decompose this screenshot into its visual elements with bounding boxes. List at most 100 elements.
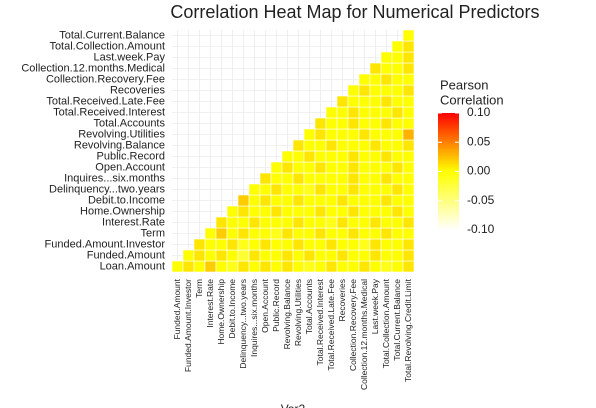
heat-cell: [369, 139, 382, 152]
heat-cell: [369, 150, 382, 163]
heat-cell: [391, 117, 404, 130]
heat-cell: [270, 260, 283, 273]
heat-cell: [347, 139, 360, 152]
heat-cell: [369, 62, 382, 75]
heat-cell: [358, 205, 371, 218]
heat-cell: [248, 249, 261, 262]
heat-cell: [303, 161, 316, 174]
heat-cell: [292, 150, 305, 163]
heat-cell: [336, 205, 349, 218]
heat-cell: [259, 227, 272, 240]
heat-cell: [259, 194, 272, 207]
heat-cell: [347, 106, 360, 119]
heat-cell: [336, 106, 349, 119]
heat-cell: [369, 216, 382, 229]
heat-cell: [391, 139, 404, 152]
heat-cell: [303, 227, 316, 240]
heat-cell: [347, 128, 360, 141]
heat-cell: [325, 227, 338, 240]
heat-cell: [248, 260, 261, 273]
heat-cell: [380, 183, 393, 196]
heat-cell: [215, 216, 228, 229]
heat-cell: [347, 227, 360, 240]
heat-cell: [402, 84, 415, 97]
heat-cell: [292, 260, 305, 273]
y-tick-label: Total.Accounts: [93, 117, 165, 129]
heat-cell: [336, 194, 349, 207]
heat-cell: [380, 161, 393, 174]
heat-cell: [281, 227, 294, 240]
heat-cell: [347, 161, 360, 174]
heat-cell: [182, 260, 195, 273]
heat-cell: [369, 106, 382, 119]
heat-cell: [369, 84, 382, 97]
y-tick-label: Delinquency...two.years: [49, 183, 165, 195]
x-tick-label: Recoveries: [337, 279, 347, 322]
x-tick-label: Total.Accounts: [304, 279, 314, 334]
x-tick-label: Public.Record: [271, 279, 281, 332]
heat-cell: [336, 249, 349, 262]
heat-cell: [270, 205, 283, 218]
heat-cell: [369, 194, 382, 207]
heat-cell: [292, 161, 305, 174]
heat-cell: [237, 238, 250, 251]
heat-cell: [358, 73, 371, 86]
heat-cell: [402, 29, 415, 42]
y-tick-label: Home.Ownership: [80, 205, 165, 217]
heat-cell: [182, 249, 195, 262]
heat-cell: [347, 205, 360, 218]
heat-cell: [259, 238, 272, 251]
heat-cell: [391, 183, 404, 196]
y-tick-label: Debit.to.Income: [88, 194, 165, 206]
heat-cell: [215, 238, 228, 251]
y-tick-label: Revolving.Utilities: [78, 128, 165, 140]
heat-cell: [292, 194, 305, 207]
heat-cell: [325, 139, 338, 152]
heat-cell: [336, 183, 349, 196]
y-tick-label: Inquires...six.months: [64, 172, 165, 184]
heat-cell: [303, 205, 316, 218]
heat-cell: [303, 150, 316, 163]
heat-cell: [369, 73, 382, 86]
heat-cell: [391, 95, 404, 108]
heat-cell: [270, 161, 283, 174]
heat-cell: [270, 216, 283, 229]
heat-cell: [292, 183, 305, 196]
heat-cell: [402, 139, 415, 152]
heat-cell: [226, 227, 239, 240]
heat-cell: [380, 128, 393, 141]
colorbar-label: -0.10: [467, 222, 495, 236]
heat-cell: [347, 260, 360, 273]
heat-cell: [380, 62, 393, 75]
heat-cell: [336, 238, 349, 251]
heat-cell: [402, 128, 415, 141]
heat-cell: [215, 249, 228, 262]
heat-cell: [369, 260, 382, 273]
heat-cell: [248, 183, 261, 196]
heat-cell: [402, 205, 415, 218]
heat-cell: [380, 84, 393, 97]
heat-cell: [402, 249, 415, 262]
heat-cell: [358, 84, 371, 97]
heat-cell: [402, 95, 415, 108]
y-tick-label: Collection.12.months.Medical: [21, 62, 165, 74]
heat-cell: [292, 249, 305, 262]
heat-cell: [237, 194, 250, 207]
heat-cell: [248, 227, 261, 240]
heat-cell: [402, 227, 415, 240]
x-tick-label: Home.Ownership: [216, 279, 226, 345]
heat-cell: [303, 249, 316, 262]
chart-title: Correlation Heat Map for Numerical Predi…: [170, 2, 539, 22]
heat-cell: [369, 128, 382, 141]
heat-cell: [325, 238, 338, 251]
heat-cell: [380, 194, 393, 207]
heat-cell: [325, 194, 338, 207]
heat-cell: [380, 227, 393, 240]
heat-cell: [281, 205, 294, 218]
heat-cell: [402, 51, 415, 64]
y-tick-label: Interest.Rate: [102, 216, 165, 228]
heat-cell: [391, 128, 404, 141]
heat-cell: [215, 260, 228, 273]
heat-cell: [391, 238, 404, 251]
heat-cell: [402, 150, 415, 163]
